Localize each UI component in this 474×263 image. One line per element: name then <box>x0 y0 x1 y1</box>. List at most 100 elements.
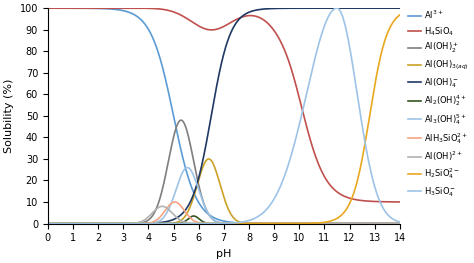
Al(OH)$_{3(aq)}$ <box>45 222 51 225</box>
H$_2$SiO$_4^{2-}$ <box>390 21 396 24</box>
Al$_3$(OH)$_4^{5+}$ <box>184 166 190 169</box>
H$_3$SiO$_4^-$ <box>45 222 51 225</box>
Al$_2$(OH)$_2^{4+}$ <box>45 222 51 225</box>
Line: H$_2$SiO$_4^{2-}$: H$_2$SiO$_4^{2-}$ <box>48 15 400 224</box>
Al(OH)$^{2+}$ <box>397 222 402 225</box>
Al(OH)$^{2+}$ <box>85 222 91 225</box>
Al(OH)$^{2+}$ <box>159 205 165 208</box>
Line: Al(OH)$_{3(aq)}$: Al(OH)$_{3(aq)}$ <box>48 159 400 224</box>
Al(OH)$_2^+$ <box>85 222 91 225</box>
Al(OH)$_{3(aq)}$ <box>180 217 186 220</box>
Al$_2$(OH)$_2^{4+}$ <box>85 222 91 225</box>
Al$_3$(OH)$_4^{5+}$ <box>180 170 186 174</box>
Al(OH)$_{3(aq)}$ <box>85 222 91 225</box>
Al(OH)$_{3(aq)}$ <box>352 222 358 225</box>
AlH$_3$SiO$_4^{2+}$ <box>195 221 201 224</box>
Al(OH)$_{3(aq)}$ <box>206 157 211 160</box>
Y-axis label: Solubility (%): Solubility (%) <box>4 79 14 153</box>
Al(OH)$_2^+$ <box>390 222 396 225</box>
Al(OH)$_4^-$ <box>195 179 201 182</box>
Al$_3$(OH)$_4^{5+}$ <box>106 222 112 225</box>
H$_3$SiO$_4^-$ <box>397 220 402 224</box>
Al(OH)$_2^+$ <box>352 222 358 225</box>
H$_4$SiO$_4$ <box>390 200 396 204</box>
Al$^{3+}$ <box>390 222 396 225</box>
Al(OH)$_4^-$ <box>390 7 396 10</box>
Line: Al$_2$(OH)$_2^{4+}$: Al$_2$(OH)$_2^{4+}$ <box>48 216 400 224</box>
X-axis label: pH: pH <box>216 249 231 259</box>
Al$_2$(OH)$_2^{4+}$ <box>390 222 396 225</box>
Al(OH)$_4^-$ <box>397 7 402 10</box>
Al(OH)$_2^+$ <box>180 120 186 123</box>
AlH$_3$SiO$_4^{2+}$ <box>390 222 396 225</box>
Al(OH)$_2^+$ <box>45 222 51 225</box>
H$_4$SiO$_4$ <box>45 7 51 10</box>
H$_4$SiO$_4$ <box>106 7 112 10</box>
AlH$_3$SiO$_4^{2+}$ <box>45 222 51 225</box>
Line: Al(OH)$_2^+$: Al(OH)$_2^+$ <box>48 120 400 224</box>
Line: Al(OH)$_4^-$: Al(OH)$_4^-$ <box>48 8 400 224</box>
Al(OH)$^{2+}$ <box>352 222 358 225</box>
Al$^{3+}$ <box>195 200 201 203</box>
Al$_3$(OH)$_4^{5+}$ <box>45 222 51 225</box>
Al(OH)$_{3(aq)}$ <box>397 222 402 225</box>
Line: Al$^{3+}$: Al$^{3+}$ <box>48 8 400 224</box>
Al$^{3+}$ <box>85 7 91 10</box>
Al$^{3+}$ <box>397 222 402 225</box>
Al$_2$(OH)$_2^{4+}$ <box>195 217 201 220</box>
Al$^{3+}$ <box>106 7 112 11</box>
AlH$_3$SiO$_4^{2+}$ <box>352 222 358 225</box>
AlH$_3$SiO$_4^{2+}$ <box>106 222 112 225</box>
Al(OH)$^{2+}$ <box>180 220 186 223</box>
Al$_2$(OH)$_2^{4+}$ <box>106 222 112 225</box>
H$_4$SiO$_4$ <box>397 200 402 204</box>
Al(OH)$^{2+}$ <box>195 222 201 225</box>
Al(OH)$_{3(aq)}$ <box>390 222 396 225</box>
Al$_2$(OH)$_2^{4+}$ <box>180 221 186 224</box>
Al(OH)$_2^+$ <box>178 119 184 122</box>
Al(OH)$_4^-$ <box>180 211 186 215</box>
H$_3$SiO$_4^-$ <box>352 79 358 82</box>
H$_4$SiO$_4$ <box>180 14 186 18</box>
Al$_2$(OH)$_2^{4+}$ <box>352 222 358 225</box>
AlH$_3$SiO$_4^{2+}$ <box>85 222 91 225</box>
Al$_3$(OH)$_4^{5+}$ <box>352 222 358 225</box>
H$_3$SiO$_4^-$ <box>195 222 201 225</box>
H$_3$SiO$_4^-$ <box>85 222 91 225</box>
Al$_2$(OH)$_2^{4+}$ <box>191 214 196 218</box>
H$_3$SiO$_4^-$ <box>180 222 186 225</box>
Al(OH)$_4^-$ <box>352 7 358 10</box>
Al(OH)$_4^-$ <box>45 222 51 225</box>
H$_4$SiO$_4$ <box>352 198 358 201</box>
H$_2$SiO$_4^{2-}$ <box>352 188 358 191</box>
H$_2$SiO$_4^{2-}$ <box>45 222 51 225</box>
Al$^{3+}$ <box>45 7 51 10</box>
Al(OH)$_{3(aq)}$ <box>106 222 112 225</box>
Al$^{3+}$ <box>180 156 186 159</box>
H$_2$SiO$_4^{2-}$ <box>180 222 186 225</box>
Al(OH)$_4^-$ <box>85 222 91 225</box>
Al(OH)$_4^-$ <box>106 222 112 225</box>
Legend: Al$^{3+}$, H$_4$SiO$_4$, Al(OH)$_2^+$, Al(OH)$_{3(aq)}$, Al(OH)$_4^-$, Al$_2$(OH: Al$^{3+}$, H$_4$SiO$_4$, Al(OH)$_2^+$, A… <box>408 8 470 199</box>
Al(OH)$_2^+$ <box>106 222 112 225</box>
H$_2$SiO$_4^{2-}$ <box>195 222 201 225</box>
Line: Al$_3$(OH)$_4^{5+}$: Al$_3$(OH)$_4^{5+}$ <box>48 168 400 224</box>
H$_4$SiO$_4$ <box>195 24 201 27</box>
Line: Al(OH)$^{2+}$: Al(OH)$^{2+}$ <box>48 206 400 224</box>
H$_3$SiO$_4^-$ <box>334 7 340 10</box>
H$_2$SiO$_4^{2-}$ <box>85 222 91 225</box>
Line: H$_3$SiO$_4^-$: H$_3$SiO$_4^-$ <box>48 8 400 224</box>
Line: H$_4$SiO$_4$: H$_4$SiO$_4$ <box>48 8 400 202</box>
Al(OH)$^{2+}$ <box>106 222 112 225</box>
Al(OH)$_{3(aq)}$ <box>195 181 201 184</box>
H$_2$SiO$_4^{2-}$ <box>106 222 112 225</box>
H$_3$SiO$_4^-$ <box>106 222 112 225</box>
H$_2$SiO$_4^{2-}$ <box>397 13 402 17</box>
AlH$_3$SiO$_4^{2+}$ <box>180 207 186 210</box>
Al(OH)$^{2+}$ <box>390 222 396 225</box>
AlH$_3$SiO$_4^{2+}$ <box>172 200 178 204</box>
Al(OH)$^{2+}$ <box>45 222 51 225</box>
Al$_2$(OH)$_2^{4+}$ <box>397 222 402 225</box>
Al$_3$(OH)$_4^{5+}$ <box>85 222 91 225</box>
Al$_3$(OH)$_4^{5+}$ <box>195 186 201 190</box>
